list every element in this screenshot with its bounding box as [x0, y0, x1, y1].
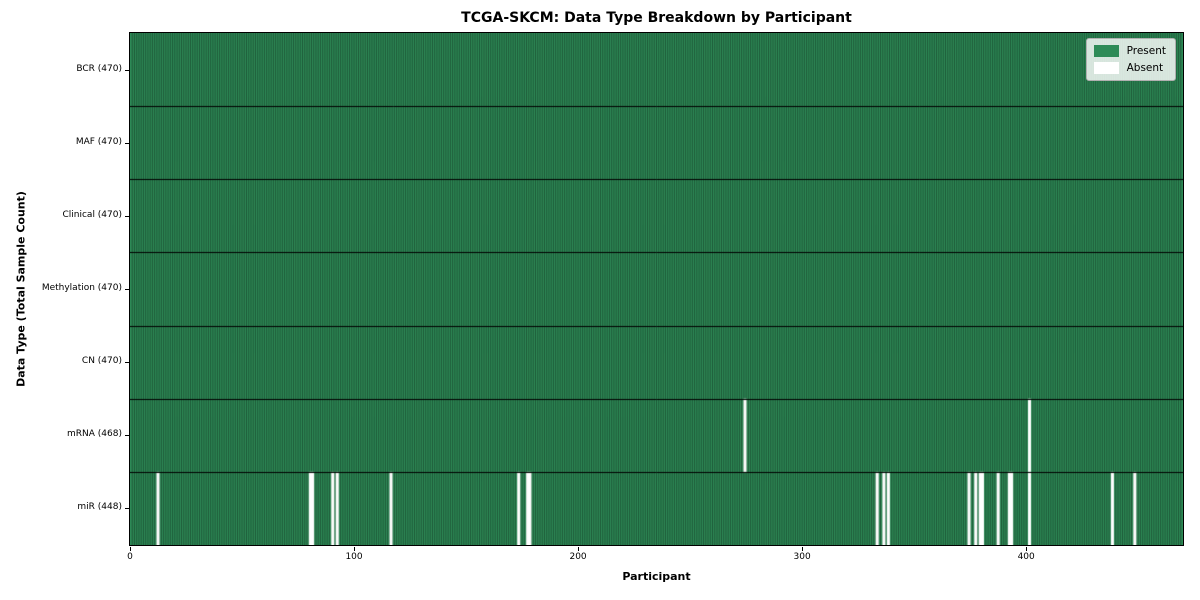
xtick-label-0: 0	[127, 552, 133, 562]
ytick-label-bcr: BCR (470)	[76, 63, 122, 74]
xtick-mark	[802, 547, 803, 551]
xtick-label-300: 300	[793, 552, 811, 562]
ytick-label-maf: MAF (470)	[75, 136, 122, 147]
xtick-mark	[578, 547, 579, 551]
xtick-mark	[354, 547, 355, 551]
ytick-label-mrna: mRNA (468)	[67, 429, 122, 440]
legend-swatch-absent	[1093, 62, 1119, 74]
legend-item-label: Present	[1126, 45, 1166, 57]
ytick-mark	[125, 435, 129, 436]
ytick-mark	[125, 289, 129, 290]
xtick-mark	[130, 547, 131, 551]
x-axis-label: Participant	[622, 570, 691, 583]
chart-title: TCGA-SKCM: Data Type Breakdown by Partic…	[461, 10, 852, 26]
ytick-mark	[125, 362, 129, 363]
legend-swatch-present	[1093, 45, 1119, 57]
ytick-label-mir: miR (448)	[77, 502, 122, 513]
ytick-mark	[125, 216, 129, 217]
xtick-label-400: 400	[1017, 552, 1035, 562]
xtick-label-200: 200	[569, 552, 587, 562]
ytick-label-methylation: Methylation (470)	[41, 283, 122, 293]
ytick-mark	[125, 508, 129, 509]
xtick-mark	[1026, 547, 1027, 551]
ytick-label-cn: CN (470)	[81, 356, 122, 367]
legend: Present Absent	[1085, 38, 1176, 81]
ytick-label-clinical: Clinical (470)	[62, 209, 122, 220]
plot-area: Present Absent	[129, 32, 1184, 546]
legend-item-label: Absent	[1126, 62, 1164, 74]
xtick-label-100: 100	[345, 552, 363, 562]
ytick-mark	[125, 143, 129, 144]
ytick-mark	[125, 70, 129, 71]
heatmap-canvas	[130, 33, 1183, 545]
legend-item: Absent	[1093, 62, 1166, 74]
legend-item: Present	[1093, 45, 1166, 57]
